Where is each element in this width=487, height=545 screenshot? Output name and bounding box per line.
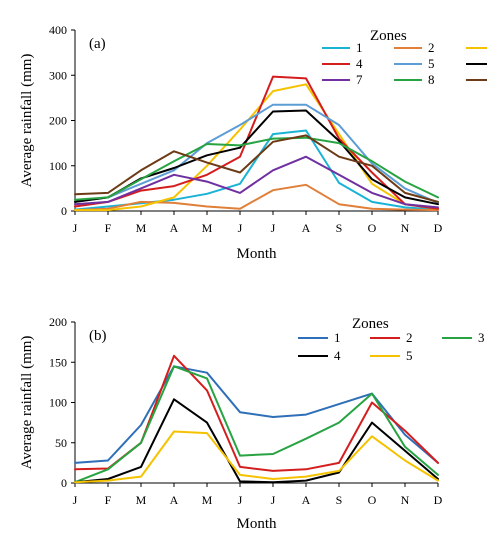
- series-line-zone-9: [74, 134, 439, 203]
- series-line-zone-3: [74, 365, 439, 484]
- series-line-zone-1: [74, 365, 439, 464]
- legend-label-zone-1: 1: [334, 330, 341, 345]
- x-tick-label: M: [136, 221, 147, 235]
- x-tick-label: F: [105, 493, 112, 507]
- legend-label-zone-3: 3: [478, 330, 485, 345]
- x-tick-label: F: [105, 221, 112, 235]
- series-line-zone-5: [74, 103, 439, 204]
- x-tick-label: J: [73, 221, 78, 235]
- legend: Zones 1 2 3 4 5: [298, 316, 485, 363]
- y-tick-label: 50: [55, 436, 67, 450]
- legend-title: Zones: [370, 28, 407, 44]
- x-tick-label: S: [336, 221, 343, 235]
- x-axis-label: Month: [236, 516, 277, 532]
- series-line-zone-3: [74, 83, 439, 212]
- x-tick-label: N: [401, 221, 410, 235]
- x-tick-label: J: [73, 493, 78, 507]
- x-tick-label: J: [238, 493, 243, 507]
- x-tick-label: A: [170, 493, 179, 507]
- legend-title: Zones: [352, 316, 389, 332]
- x-tick-label: M: [136, 493, 147, 507]
- x-tick-label: O: [368, 493, 377, 507]
- x-tick-label: S: [336, 493, 343, 507]
- x-tick-label: D: [434, 493, 443, 507]
- y-tick-label: 150: [49, 355, 67, 369]
- x-tick-label: M: [202, 493, 213, 507]
- x-tick-label: A: [302, 493, 311, 507]
- legend-label-zone-5: 5: [428, 56, 435, 71]
- y-axis-label: Average rainfall (mm): [19, 54, 35, 188]
- legend-label-zone-5: 5: [406, 348, 413, 363]
- legend: Zones123456789: [322, 28, 487, 87]
- y-tick-label: 400: [49, 23, 67, 37]
- series-line-zone-4: [74, 75, 439, 210]
- series-line-zone-2: [74, 183, 439, 212]
- legend-label-zone-1: 1: [356, 40, 363, 55]
- x-tick-label: A: [302, 221, 311, 235]
- x-tick-label: M: [202, 221, 213, 235]
- y-tick-label: 200: [49, 315, 67, 329]
- x-tick-label: J: [271, 493, 276, 507]
- panel-label: (b): [89, 328, 107, 344]
- legend-label-zone-8: 8: [428, 72, 435, 87]
- y-tick-label: 200: [49, 114, 67, 128]
- y-tick-label: 100: [49, 159, 67, 173]
- legend-label-zone-2: 2: [428, 40, 435, 55]
- legend-label-zone-7: 7: [356, 72, 363, 87]
- x-tick-label: A: [170, 221, 179, 235]
- y-tick-label: 100: [49, 396, 67, 410]
- chart-panel-a: 0 100 200 300 400 J F M A M J J A S O N D Month Average ra…: [19, 23, 487, 262]
- legend-label-zone-4: 4: [356, 56, 363, 71]
- series-line-zone-4: [74, 398, 439, 484]
- series-line-zone-8: [74, 136, 439, 201]
- y-axis-label: Average rainfall (mm): [19, 336, 35, 470]
- x-tick-label: J: [271, 221, 276, 235]
- legend-label-zone-4: 4: [334, 348, 341, 363]
- x-tick-label: O: [368, 221, 377, 235]
- legend-label-zone-2: 2: [406, 330, 413, 345]
- y-tick-label: 0: [61, 476, 67, 490]
- y-tick-label: 300: [49, 68, 67, 82]
- x-tick-label: D: [434, 221, 443, 235]
- series-line-zone-7: [74, 155, 439, 209]
- panel-label: (a): [89, 36, 106, 52]
- x-tick-label: N: [401, 493, 410, 507]
- x-tick-label: J: [238, 221, 243, 235]
- y-tick-label: 0: [61, 204, 67, 218]
- series-line-zone-5: [74, 430, 439, 484]
- chart-panel-b: 0 50 100 150 200 J F M A M J J A S O N D Month Average rai…: [19, 315, 485, 532]
- x-axis-label: Month: [236, 246, 277, 262]
